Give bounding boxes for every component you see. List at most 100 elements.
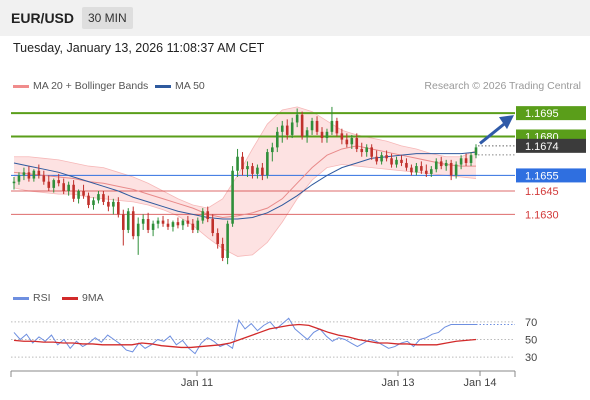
candle [186,215,190,227]
candle-body [464,158,468,163]
candle-body [231,170,234,224]
candle [464,153,468,167]
candle-body [266,152,269,176]
candle-body [77,191,80,199]
candle [27,166,31,182]
candle-body [117,201,120,215]
candle [375,150,378,165]
candle [370,144,373,160]
candle [206,206,210,223]
ma50-legend-label: MA 50 [175,80,205,92]
candle-body [27,172,31,179]
candle [444,159,448,171]
candle [290,117,294,139]
candle-body [246,166,249,170]
candle [469,152,473,167]
candle [112,198,115,215]
candle-body [67,184,70,191]
candle-body [405,162,408,168]
rsi-legend-label: RSI [33,292,51,304]
rsi-tick-label: 50 [525,335,537,347]
candle [305,127,309,143]
timeframe-badge[interactable]: 30 MIN [82,7,133,29]
candle-body [271,147,274,153]
candle-body [295,114,299,123]
candle-body [236,156,239,171]
candle-body [256,167,259,174]
candle-body [345,139,349,145]
candle [271,142,274,162]
rsi-legend-swatch [13,297,29,300]
level-value-1.1645: 1.1645 [525,186,559,198]
candle-body [62,183,65,191]
candle-body [216,233,219,244]
candle-body [241,156,244,170]
candle-body [261,167,264,176]
candle [256,164,259,179]
candle-body [196,220,200,230]
projection-layer [479,115,514,145]
candle [151,220,155,237]
level-badge-1.1695 [516,106,586,121]
candle [400,155,403,167]
candle [87,192,90,209]
candle-body [126,211,130,230]
bollinger-upper-line [14,106,477,209]
candle-body [400,159,403,163]
candle [107,195,110,212]
rsi-tick-label: 30 [525,352,537,364]
candle [360,142,364,157]
candle [380,152,383,165]
candle [141,214,145,230]
candle [166,219,170,230]
projection-arrow-shaft [479,122,505,145]
candle [439,156,443,170]
candle-body [444,162,448,167]
candle-body [320,131,324,139]
candle [420,161,423,174]
candle [62,178,65,195]
level-value-1.1695: 1.1695 [525,108,559,120]
candle [77,189,80,204]
candle [310,117,314,135]
candle-body [22,172,26,176]
bollinger-band-layer [13,106,477,257]
candle-body [305,130,309,137]
candle [176,217,180,229]
ma20-legend-label: MA 20 + Bollinger Bands [33,80,149,92]
candle-body [206,211,210,220]
candle-body [112,201,115,207]
candle [345,133,349,148]
candle-body [42,175,46,182]
candle-body [315,120,319,132]
header-bar: EUR/USD 30 MIN [0,0,590,36]
candle-body [136,223,140,237]
candle-body [474,147,478,156]
candle [295,108,299,128]
candle [57,173,61,187]
candle [72,180,75,202]
candle [97,191,100,204]
candle [390,153,393,168]
candle-body [469,155,473,163]
candle-body [151,223,155,230]
candle-body [280,125,284,132]
ma50-line [13,151,477,220]
candle-body [434,161,438,170]
candle-body [47,181,51,188]
level-value-1.1655: 1.1655 [525,170,559,182]
candle-body [82,191,85,196]
candle-body [330,120,334,132]
candle-body [87,195,90,206]
candle-body [449,162,453,176]
candle [216,228,219,249]
candle-body [37,170,41,176]
projection-arrow-head [499,115,514,130]
credit-text: Research © 2026 Trading Central [424,80,581,92]
candle [37,164,41,179]
candle [121,209,125,246]
candle [146,212,150,234]
ma50-legend-swatch [155,85,171,88]
candle [102,191,105,206]
time-axis: Jan 11 Jan 13 Jan 14 [10,370,516,389]
